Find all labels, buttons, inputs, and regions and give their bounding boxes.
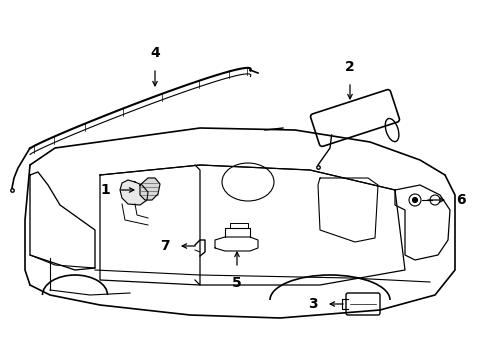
- Text: 5: 5: [232, 276, 242, 290]
- Text: 2: 2: [345, 60, 354, 74]
- Text: 3: 3: [308, 297, 317, 311]
- Text: 1: 1: [100, 183, 110, 197]
- Circle shape: [412, 198, 417, 202]
- Polygon shape: [120, 180, 148, 205]
- Text: 6: 6: [455, 193, 465, 207]
- Text: 4: 4: [150, 46, 160, 60]
- Polygon shape: [140, 178, 160, 200]
- Text: 7: 7: [160, 239, 170, 253]
